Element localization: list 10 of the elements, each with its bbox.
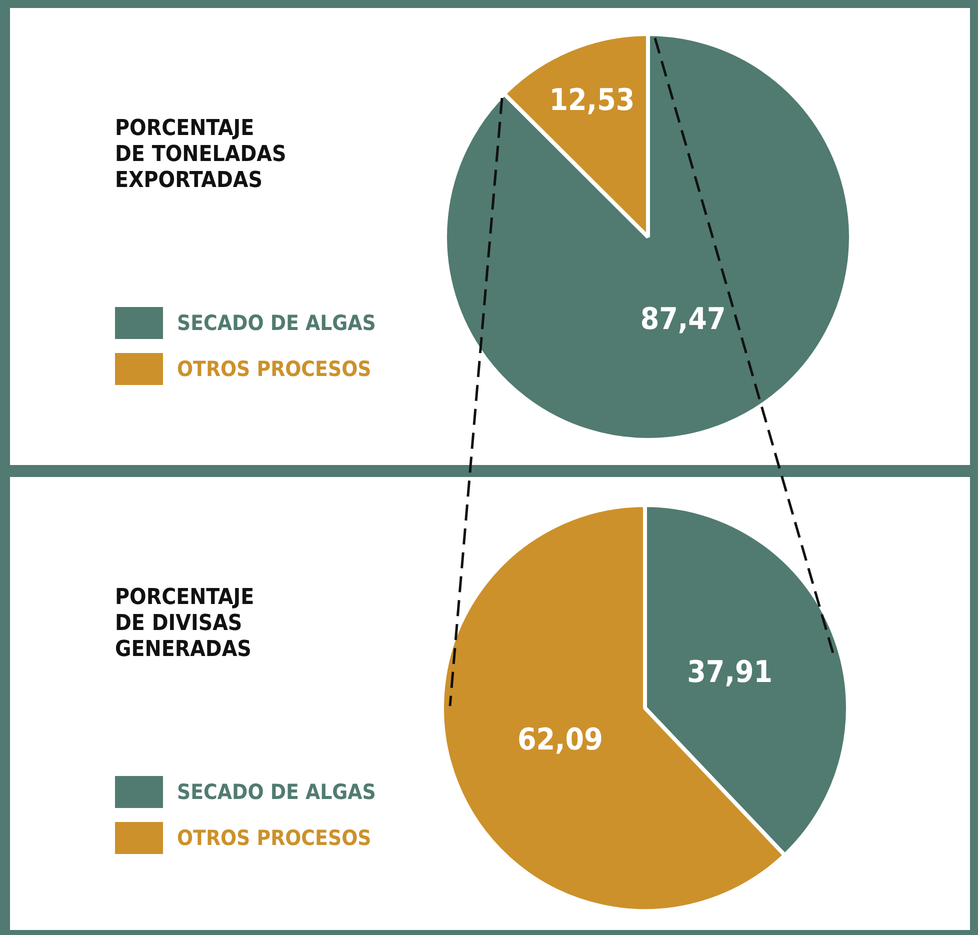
data-label: 87,47 xyxy=(640,302,726,338)
text: PORCENTAJE DE TONELADAS EXPORTADAS xyxy=(115,116,286,194)
legend-label: OTROS PROCESOS xyxy=(177,826,372,850)
legend-label: SECADO DE ALGAS xyxy=(177,311,376,335)
data-label: 37,91 xyxy=(687,654,773,690)
data-label: 62,09 xyxy=(517,722,603,758)
legend-label: SECADO DE ALGAS xyxy=(177,780,376,804)
text: PORCENTAJE DE DIVISAS GENERADAS xyxy=(115,585,254,663)
legend-label: OTROS PROCESOS xyxy=(177,357,372,381)
data-label: 12,53 xyxy=(549,82,635,118)
